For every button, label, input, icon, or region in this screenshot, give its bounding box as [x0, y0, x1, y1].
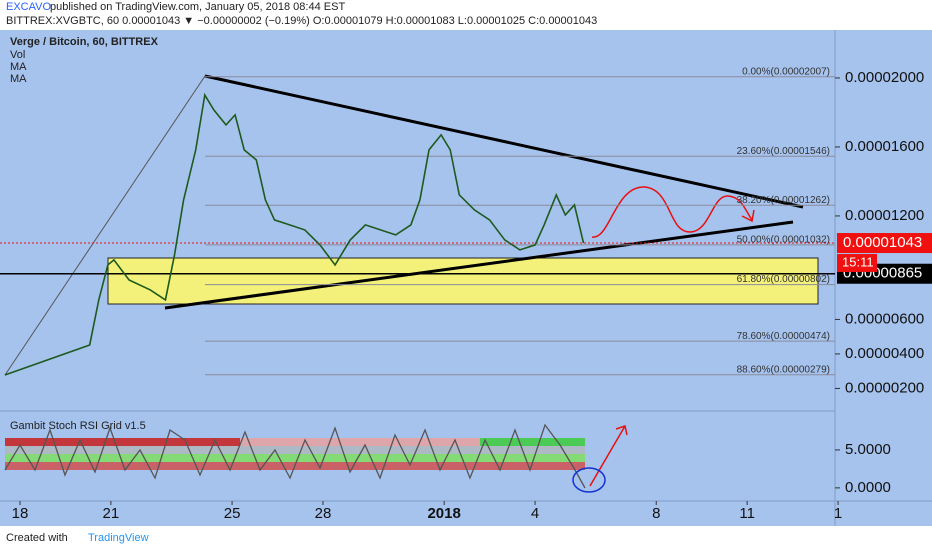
rsi-arrow [589, 425, 626, 487]
rsi-circle [572, 467, 606, 493]
legend-ma: MA [10, 61, 27, 73]
price-line [4, 92, 585, 376]
fib-connector [4, 75, 206, 376]
y-tick-label: 0.00000600 [845, 310, 924, 327]
y-tick-label: 0.00000200 [845, 379, 924, 396]
rsi-line [4, 423, 586, 489]
countdown-box [837, 254, 877, 273]
published: published on TradingView.com, January 05… [50, 1, 345, 13]
fib-label: 0.00%(0.00002007) [742, 66, 830, 77]
rsi-tick-label: 0.0000 [845, 479, 891, 496]
last-price-label: 0.00001043 [843, 234, 922, 251]
rsi-arrowhead [615, 425, 628, 436]
y-tick-label: 0.00002000 [845, 69, 924, 86]
y-tick-label: 0.00001200 [845, 207, 924, 224]
x-tick-label: 25 [224, 505, 241, 522]
footer-created: Created with [6, 532, 68, 544]
legend-vol: Vol [10, 49, 25, 61]
legend-series: Verge / Bitcoin, 60, BITTREX [10, 36, 159, 48]
footer-bg [0, 526, 932, 550]
rsi-tick-label: 5.0000 [845, 441, 891, 458]
support-zone [107, 257, 819, 305]
y-tick-label: 0.00001600 [845, 138, 924, 155]
projection-curve [591, 186, 753, 238]
resistance-trendline [204, 74, 804, 209]
countdown-label: 15:11 [842, 254, 874, 269]
fib-label: 23.60%(0.00001546) [737, 146, 830, 157]
x-tick-label: 28 [315, 505, 332, 522]
y-tick-label: 0.00000400 [845, 345, 924, 362]
x-tick-label: 18 [12, 505, 29, 522]
fib-label: 78.60%(0.00000474) [737, 331, 830, 342]
footer-brand: TradingView [88, 532, 149, 544]
author: EXCAVO [6, 1, 51, 13]
fib-label: 88.60%(0.00000279) [737, 364, 830, 375]
legend-ma: MA [10, 73, 27, 85]
fib-label: 50.00%(0.00001032) [737, 235, 830, 246]
rsi-title: Gambit Stoch RSI Grid v1.5 [10, 420, 146, 432]
x-tick-label: 4 [531, 505, 539, 522]
last-price-box [837, 233, 932, 254]
x-tick-label: 1 [834, 505, 842, 522]
x-tick-label: 8 [652, 505, 660, 522]
fib-label: 61.80%(0.00000802) [737, 274, 830, 285]
x-tick-label: 2018 [427, 505, 460, 522]
header-bg [0, 0, 932, 30]
projection-arrowhead [741, 209, 755, 223]
support-trendline [164, 220, 794, 310]
x-tick-label: 21 [103, 505, 120, 522]
fib-label: 38.20%(0.00001262) [737, 195, 830, 206]
quote: BITTREX:XVGBTC, 60 0.00001043 ▼ −0.00000… [6, 15, 597, 27]
x-tick-label: 11 [739, 505, 755, 522]
